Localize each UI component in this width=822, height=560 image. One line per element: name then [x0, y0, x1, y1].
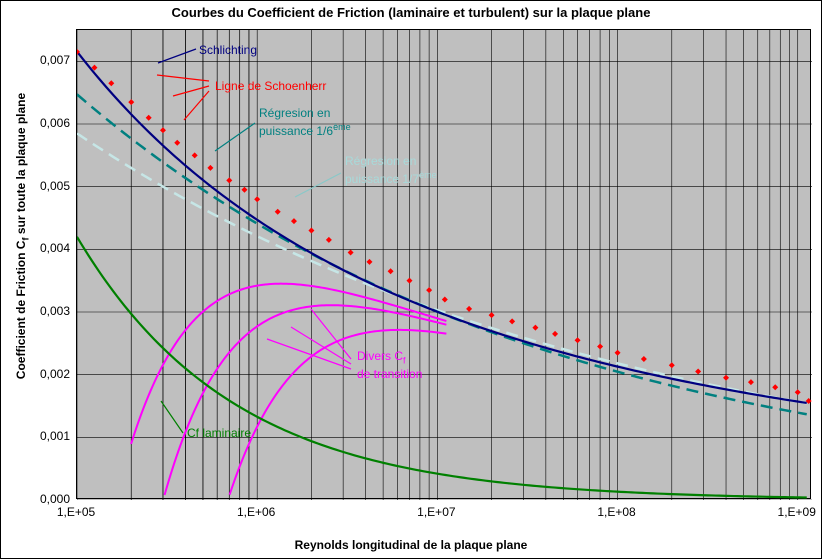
schoenherr-marker: [509, 318, 515, 324]
schoenherr-marker: [641, 356, 647, 362]
schoenherr-marker: [615, 350, 621, 356]
x-tick-label: 1,E+05: [57, 505, 95, 519]
schoenherr-marker: [308, 228, 314, 234]
schoenherr-marker: [597, 343, 603, 349]
schoenherr-marker: [489, 312, 495, 318]
schoenherr-marker: [388, 268, 394, 274]
legend-schlichting: Schlichting: [199, 43, 257, 57]
legend-schoenherr: Ligne de Schoenherr: [215, 79, 326, 93]
schoenherr-marker: [466, 306, 472, 312]
schoenherr-marker: [366, 259, 372, 265]
y-tick-label: 0,006: [0, 116, 70, 130]
x-tick-label: 1,E+08: [597, 505, 635, 519]
chart-frame: Courbes du Coefficient de Friction (lami…: [0, 0, 822, 559]
schoenherr-marker: [772, 384, 778, 390]
series-schoenherr: [77, 49, 812, 404]
y-tick-label: 0,000: [0, 492, 70, 506]
x-axis-label: Reynolds longitudinal de la plaque plane: [1, 538, 821, 552]
series-regr17: [77, 133, 807, 403]
x-tick-label: 1,E+07: [417, 505, 455, 519]
schoenherr-marker: [174, 140, 180, 146]
schoenherr-marker: [146, 115, 152, 121]
schoenherr-marker: [795, 389, 801, 395]
schoenherr-marker: [426, 287, 432, 293]
x-tick-label: 1,E+06: [237, 505, 275, 519]
schoenherr-marker: [326, 237, 332, 243]
legend-laminar: Cf laminaire: [187, 426, 251, 440]
schoenherr-marker: [442, 296, 448, 302]
series-regr16: [77, 94, 807, 414]
schoenherr-marker: [226, 177, 232, 183]
schoenherr-marker: [207, 165, 213, 171]
y-tick-label: 0,005: [0, 179, 70, 193]
chart-title: Courbes du Coefficient de Friction (lami…: [1, 5, 821, 20]
schoenherr-marker: [192, 152, 198, 158]
schoenherr-marker: [348, 249, 354, 255]
y-tick-label: 0,001: [0, 429, 70, 443]
schoenherr-marker: [575, 337, 581, 343]
schoenherr-marker: [275, 209, 281, 215]
legend-transition: Divers Cfde transition: [357, 349, 422, 381]
schoenherr-marker: [695, 369, 701, 375]
schoenherr-marker: [406, 278, 412, 284]
legend-regr16: Régresion enpuissance 1/6ème: [259, 106, 351, 138]
y-tick-label: 0,007: [0, 53, 70, 67]
x-tick-label: 1,E+09: [778, 505, 816, 519]
schoenherr-marker: [669, 362, 675, 368]
series-laminar: [77, 237, 807, 498]
schoenherr-marker: [160, 127, 166, 133]
series-schlichting: [77, 52, 807, 403]
schoenherr-marker: [748, 379, 754, 385]
legend-regr17: Régresion enpuissance 1/7ème: [345, 154, 437, 186]
schoenherr-marker: [291, 218, 297, 224]
schoenherr-marker: [532, 325, 538, 331]
schoenherr-marker: [128, 99, 134, 105]
schoenherr-marker: [241, 187, 247, 193]
y-tick-label: 0,002: [0, 367, 70, 381]
schoenherr-marker: [552, 331, 558, 337]
schoenherr-marker: [108, 80, 114, 86]
schoenherr-marker: [723, 375, 729, 381]
y-tick-label: 0,003: [0, 304, 70, 318]
y-axis-label: Coefficient de Friction Cf sur toute la …: [14, 21, 30, 451]
schoenherr-marker: [254, 196, 260, 202]
y-tick-label: 0,004: [0, 241, 70, 255]
